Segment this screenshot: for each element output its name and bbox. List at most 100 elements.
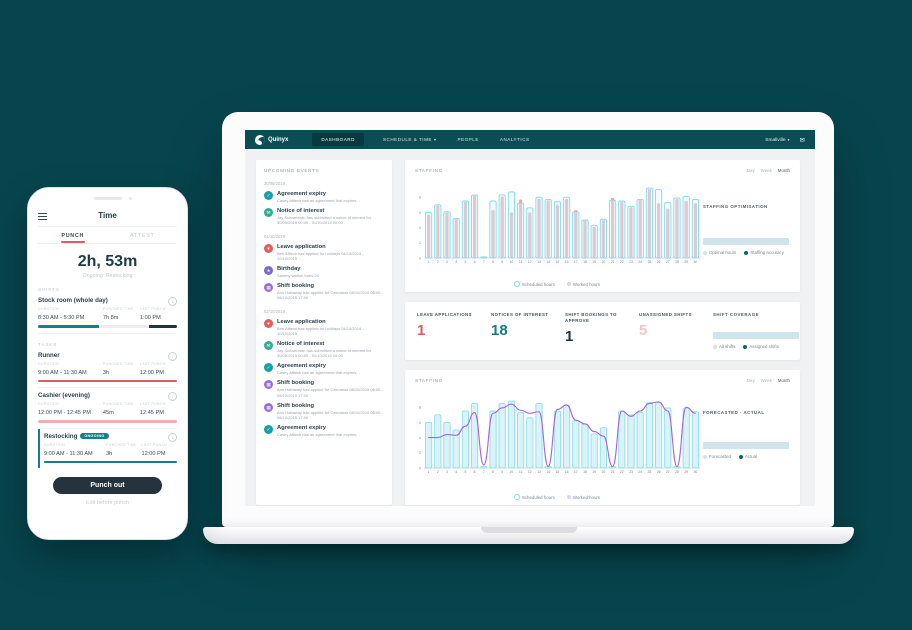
upcoming-events-card: UPCOMING EVENTS 30/09/2019 ✓ Agreement exp… (256, 160, 392, 505)
legend-assigned-shifts: Assigned shifts (743, 344, 779, 349)
event-desc: Sammy walton turns 26 (277, 272, 319, 278)
svg-text:15: 15 (556, 260, 560, 264)
period-tab-week[interactable]: Week (760, 168, 772, 173)
birthday-icon: ★ (264, 265, 273, 275)
chart-title: STAFFING (415, 378, 443, 383)
tab-punch[interactable]: PUNCH (38, 227, 108, 243)
col-value: 7h 8m (102, 315, 119, 321)
event-item-shift-booking[interactable]: ▦ Shift booking Ann Hattaway has applied f… (264, 283, 384, 300)
info-icon[interactable]: i (168, 432, 177, 442)
info-icon[interactable]: i (168, 297, 177, 306)
laptop-base (203, 527, 854, 544)
svg-text:22: 22 (620, 470, 624, 474)
col-value: 9:00 AM - 11:30 AM (44, 450, 93, 457)
svg-text:27: 27 (666, 470, 670, 474)
event-item-agreement-expiry[interactable]: ✓ Agreement expiry Casey Affleck has an ag… (264, 425, 384, 437)
svg-text:3: 3 (446, 260, 448, 264)
edit-before-punch-link[interactable]: Edit before punch (85, 500, 130, 507)
svg-text:15: 15 (556, 470, 560, 474)
svg-text:16: 16 (565, 470, 569, 474)
period-tab-month[interactable]: Month (777, 378, 790, 383)
quinyx-brand[interactable]: Quinyx (255, 134, 288, 145)
event-item-leave-application[interactable]: ♥ Leave application Ben Affleck has applie… (264, 318, 384, 336)
bar-segment (38, 379, 177, 383)
svg-text:7: 7 (483, 470, 485, 474)
punch-out-button[interactable]: Punch out (53, 477, 162, 495)
hamburger-menu-icon[interactable] (38, 213, 47, 222)
col-value: 12:00 PM (141, 450, 166, 457)
event-item-notice-of-interest[interactable]: ✉ Notice of interest Jay Schwerman has sub… (264, 208, 384, 225)
card-restocking[interactable]: Restocking ONGOING i DURATION PUNCHED TIME LA… (38, 428, 177, 469)
event-item-agreement-expiry[interactable]: ✓ Agreement expiry Casey Affleck has an ag… (264, 191, 384, 203)
phone-header: Time (38, 208, 177, 227)
event-item-birthday[interactable]: ★ Birthday Sammy walton turns 26 (264, 265, 384, 278)
nav-item-people[interactable]: PEOPLE (457, 137, 479, 142)
svg-text:2: 2 (437, 260, 439, 264)
card-stock-room-whole-day[interactable]: Stock room (whole day) i DURATION PUNCHED T… (38, 293, 177, 334)
bar-segment (99, 325, 150, 328)
legend-worked-hours: Worked hours (566, 495, 600, 500)
phone-page-title: Time (98, 211, 117, 220)
nav-item-schedule-time[interactable]: SCHEDULE & TIME ▾ (382, 137, 437, 142)
legend-scheduled-hours: Scheduled hours (513, 494, 555, 500)
forecasted-actual-legend: Forecasted Actual (703, 454, 757, 459)
period-tabs-2: Day Week Month (747, 378, 790, 383)
agreement-expiry-icon: ✓ (264, 191, 273, 200)
event-item-shift-booking[interactable]: ▦ Shift booking Ann Hattaway has applied f… (264, 380, 384, 398)
card-title: Runner (38, 351, 60, 359)
event-item-leave-application[interactable]: ♥ Leave application Ben Affleck has applie… (264, 243, 384, 261)
staffing-line-legend: Scheduled hours Worked hours (411, 494, 703, 500)
event-body: Birthday Sammy walton turns 26 (277, 266, 319, 278)
notice-of-interest-icon: ✉ (264, 208, 273, 218)
forecast-chart-card: STAFFING Day Week Month 0 2 4 6 8 1 2 3 4 5 6 7 8 9 10 11… (405, 370, 800, 505)
legend-label: All shifts (719, 344, 736, 349)
kpi-card: LEAVE APPLICATIONS 1 NOTICES OF INTEREST 18… (405, 302, 800, 360)
nav-item-analytics[interactable]: ANALYTICS (499, 137, 530, 142)
card-col-values: 9:00 AM - 11:30 AM 3h 12:00 PM (44, 450, 177, 457)
notice-of-interest-icon: ✉ (264, 340, 273, 350)
event-desc: Casey Affleck has an agreement that expi… (277, 432, 358, 438)
event-date: 30/09/2019 (264, 181, 285, 186)
legend-label: Actual (744, 454, 758, 459)
account-selector[interactable]: Smallville ▾ (765, 137, 789, 143)
event-item-notice-of-interest[interactable]: ✉ Notice of interest Jay Schwerman has sub… (264, 340, 384, 358)
tab-attest[interactable]: ATTEST (130, 233, 155, 239)
svg-text:8: 8 (419, 196, 421, 200)
svg-text:6: 6 (474, 260, 476, 264)
svg-text:6: 6 (474, 470, 476, 474)
kpi-leave-applications: LEAVE APPLICATIONS 1 (417, 312, 491, 350)
mail-icon[interactable]: ✉ (799, 136, 805, 144)
info-icon[interactable]: i (168, 351, 177, 361)
card-col-headers: DURATION PUNCHED TIME LAST PUNCH (38, 362, 177, 366)
info-icon[interactable]: i (168, 392, 177, 402)
period-tab-week[interactable]: Week (760, 378, 772, 383)
laptop-base-notch (480, 527, 577, 533)
card-col-values: 12:00 PM - 12:45 PM 45m 12:45 PM (38, 409, 177, 416)
shift-booking-icon: ▦ (264, 380, 273, 390)
shift-coverage-panel: SHIFT COVERAGE All shifts Assigned shifts (713, 312, 799, 350)
bar-segment (38, 420, 177, 423)
kpi-notices-of-interest: NOTICES OF INTEREST 18 (491, 312, 565, 350)
svg-text:20: 20 (602, 470, 606, 474)
svg-text:5: 5 (464, 470, 466, 474)
svg-text:7: 7 (483, 260, 485, 264)
period-tab-day[interactable]: Day (746, 168, 755, 173)
dashboard-app: Quinyx DASHBOARD SCHEDULE & TIME ▾ PEOPLE AN… (245, 130, 815, 506)
kpi-value: 18 (491, 321, 508, 339)
svg-text:25: 25 (648, 260, 652, 264)
period-tab-month[interactable]: Month (777, 168, 790, 173)
card-cashier-evening[interactable]: Cashier (evening) i DURATION PUNCHED TIME LA… (38, 388, 177, 429)
card-progress-bar (38, 379, 177, 383)
card-runner[interactable]: Runner i DURATION PUNCHED TIME LAST PUNCH 9:0… (38, 348, 177, 389)
legend-label: Assigned shifts (749, 344, 779, 349)
event-item-agreement-expiry[interactable]: ✓ Agreement expiry Casey Affleck has an ag… (264, 363, 384, 375)
nav-item-dashboard[interactable]: DASHBOARD (312, 133, 364, 146)
period-tab-day[interactable]: Day (746, 378, 755, 383)
svg-text:23: 23 (629, 260, 633, 264)
svg-text:21: 21 (611, 470, 615, 474)
event-title: Notice of interest (277, 208, 325, 215)
svg-text:1: 1 (428, 470, 430, 474)
shift-coverage-legend: All shifts Assigned shifts (713, 344, 779, 349)
actual-dot (738, 454, 743, 459)
event-item-shift-booking[interactable]: ▦ Shift booking Ann Hattaway has applied f… (264, 402, 384, 420)
